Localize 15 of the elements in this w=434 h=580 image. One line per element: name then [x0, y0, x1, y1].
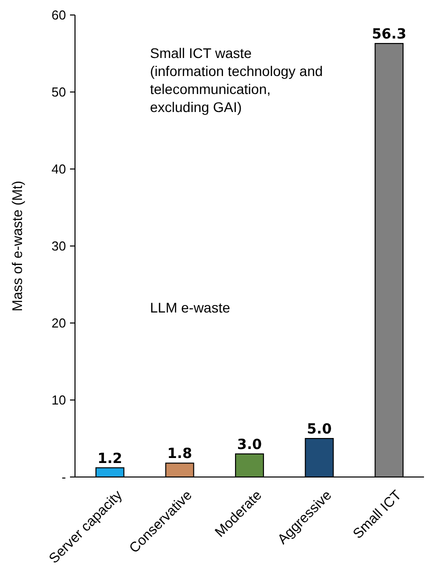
data-label: 5.0 — [306, 422, 332, 438]
annotation: Small ICT waste (information technology and telecommunication, excluding GAI) — [150, 45, 323, 115]
y-tick-label: 60 — [52, 8, 66, 23]
y-axis-title: Mass of e-waste (Mt) — [9, 180, 25, 312]
y-tick-label: 50 — [52, 84, 66, 100]
data-label: 1.2 — [97, 450, 122, 467]
data-label: 3.0 — [237, 436, 262, 453]
y-tick-label: 10 — [52, 392, 66, 408]
y-tick-label: 20 — [52, 316, 66, 331]
data-label: 1.8 — [167, 446, 192, 462]
y-tick-label: 40 — [52, 162, 66, 177]
y-tick-label: - — [62, 470, 66, 485]
y-tick-label: 30 — [52, 238, 66, 254]
data-label: 56.3 — [372, 26, 406, 42]
annotation: LLM e-waste — [150, 300, 230, 316]
